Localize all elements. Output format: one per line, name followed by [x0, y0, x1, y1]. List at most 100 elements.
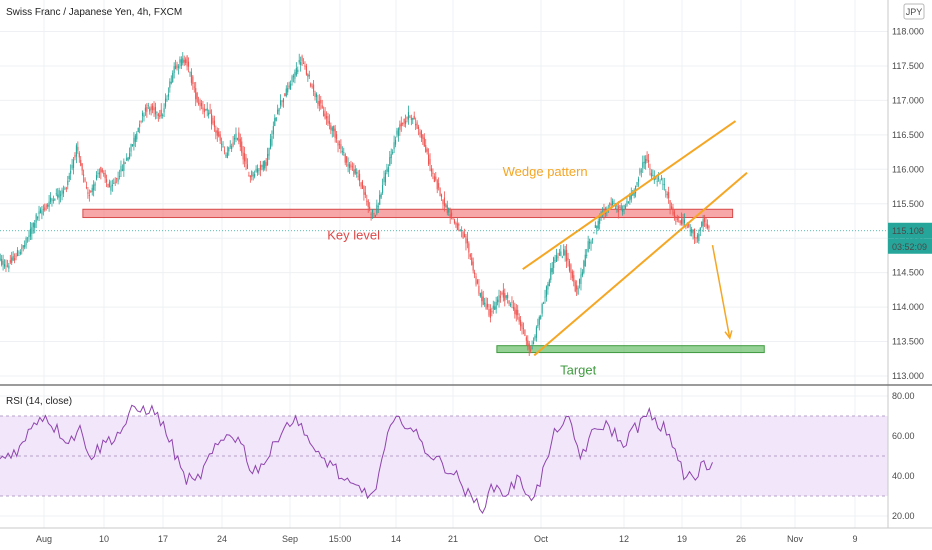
candle-body — [118, 176, 121, 177]
candle-body — [314, 92, 316, 98]
candle-body — [147, 105, 149, 107]
candle-body — [268, 147, 270, 156]
price-tick-label: 115.500 — [892, 199, 924, 209]
candle-body — [229, 145, 231, 147]
candle-body — [110, 185, 112, 191]
candle-body — [394, 139, 397, 145]
candle-body — [640, 170, 642, 172]
candle-body — [486, 303, 489, 308]
candle-body — [225, 155, 227, 157]
candle-body — [610, 203, 612, 206]
candle-body — [106, 179, 108, 183]
candle-body — [442, 199, 444, 205]
candle-body — [187, 61, 190, 67]
time-tick-label: 10 — [99, 534, 109, 544]
candle-body — [54, 199, 56, 201]
candle-body — [462, 231, 464, 238]
price-tick-label: 114.500 — [892, 268, 924, 278]
candle-body — [699, 227, 701, 231]
current-price-tag-label: 115.108 — [892, 226, 924, 236]
candle-body — [302, 62, 305, 64]
candle-body — [623, 205, 625, 208]
candle-body — [591, 238, 594, 240]
candle-body — [324, 113, 326, 119]
candle-body — [241, 141, 243, 153]
candle-body — [149, 108, 151, 112]
candle-body — [143, 114, 145, 117]
candle-body — [22, 245, 24, 248]
candle-body — [123, 161, 125, 171]
candle-body — [190, 72, 192, 83]
candle-body — [235, 133, 237, 140]
candle-body — [136, 133, 138, 140]
candle-body — [91, 187, 93, 193]
candle-body — [19, 252, 21, 254]
candle-body — [353, 169, 355, 175]
candle-body — [678, 216, 680, 219]
candle-body — [532, 341, 535, 345]
candle-body — [21, 247, 23, 249]
candle-body — [586, 254, 588, 256]
candle-body — [144, 107, 146, 112]
candle-body — [433, 176, 435, 182]
candle-body — [129, 153, 131, 159]
candle-body — [205, 108, 207, 110]
candle-body — [382, 185, 384, 193]
key-level-label: Key level — [327, 228, 380, 243]
candle-body — [183, 59, 185, 63]
currency-badge[interactable]: JPY — [903, 3, 925, 20]
candle-body — [423, 137, 425, 147]
candle-body — [215, 130, 217, 133]
candle-body — [557, 256, 559, 259]
candle-body — [416, 122, 418, 129]
candle-body — [593, 232, 595, 234]
candle-body — [521, 323, 523, 329]
candle-body — [627, 201, 629, 203]
candle-body — [51, 198, 53, 201]
candle-body — [331, 127, 333, 131]
candle-body — [152, 105, 154, 111]
candle-body — [75, 145, 77, 157]
candle-body — [495, 302, 497, 310]
candle-body — [399, 124, 401, 130]
candle-body — [354, 169, 356, 174]
candle-body — [267, 153, 269, 166]
rsi-band — [0, 415, 888, 497]
candle-body — [120, 165, 122, 172]
candle-body — [305, 65, 307, 75]
candle-body — [3, 264, 6, 267]
candle-body — [563, 248, 565, 256]
candle-body — [265, 162, 267, 167]
candle-body — [629, 194, 631, 201]
candle-body — [438, 183, 440, 188]
candle-body — [308, 74, 310, 77]
candle-body — [48, 201, 50, 207]
current-price-tag — [888, 222, 932, 239]
candle-body — [468, 243, 470, 253]
time-tick-label: Aug — [36, 534, 52, 544]
candle-body — [295, 68, 297, 76]
candle-body — [206, 108, 208, 111]
candle-body — [597, 220, 599, 229]
candle-body — [35, 214, 37, 223]
candle-body — [245, 157, 247, 164]
candle-body — [475, 276, 477, 285]
candle-body — [448, 207, 450, 213]
candle-body — [25, 237, 27, 246]
candle-body — [650, 172, 652, 177]
candle-body — [393, 142, 395, 150]
candle-body — [249, 175, 251, 178]
candle-body — [570, 264, 572, 274]
wedge-upper-line — [522, 120, 737, 271]
rsi-title: RSI (14, close) — [6, 396, 72, 407]
candle-body — [578, 278, 581, 284]
candle-body — [244, 153, 246, 162]
candle-body — [497, 299, 499, 303]
candle-body — [139, 124, 141, 127]
candle-body — [693, 228, 696, 239]
candle-body — [67, 180, 69, 186]
candle-body — [682, 217, 684, 225]
candle-body — [525, 337, 527, 341]
price-tick-label: 114.000 — [892, 302, 924, 312]
candle-body — [72, 159, 75, 168]
